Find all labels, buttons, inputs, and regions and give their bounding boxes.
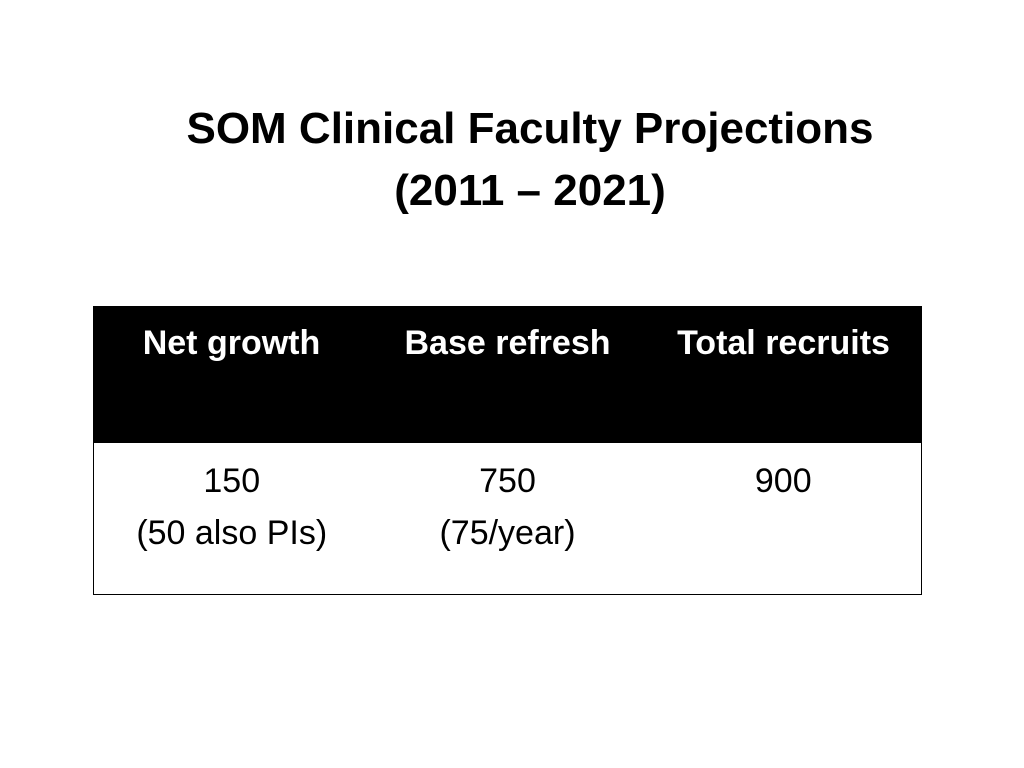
slide-title-line-2: (2011 – 2021): [100, 160, 960, 222]
header-base-refresh: Base refresh: [370, 307, 646, 443]
header-net-growth: Net growth: [94, 307, 370, 443]
cell-net-growth: 150 (50 also PIs): [94, 443, 370, 595]
base-refresh-note: (75/year): [378, 507, 638, 559]
net-growth-value: 150: [102, 455, 362, 507]
cell-total-recruits: 900: [646, 443, 922, 595]
header-total-recruits: Total recruits: [646, 307, 922, 443]
total-recruits-value: 900: [654, 455, 914, 507]
cell-base-refresh: 750 (75/year): [370, 443, 646, 595]
net-growth-note: (50 also PIs): [102, 507, 362, 559]
table-row: 150 (50 also PIs) 750 (75/year) 900: [94, 443, 922, 595]
table-header-row: Net growth Base refresh Total recruits: [94, 307, 922, 443]
slide: SOM Clinical Faculty Projections (2011 –…: [0, 0, 1024, 768]
base-refresh-value: 750: [378, 455, 638, 507]
slide-title-line-1: SOM Clinical Faculty Projections: [100, 98, 960, 160]
slide-title: SOM Clinical Faculty Projections (2011 –…: [100, 98, 960, 222]
projections-table: Net growth Base refresh Total recruits 1…: [93, 306, 922, 595]
